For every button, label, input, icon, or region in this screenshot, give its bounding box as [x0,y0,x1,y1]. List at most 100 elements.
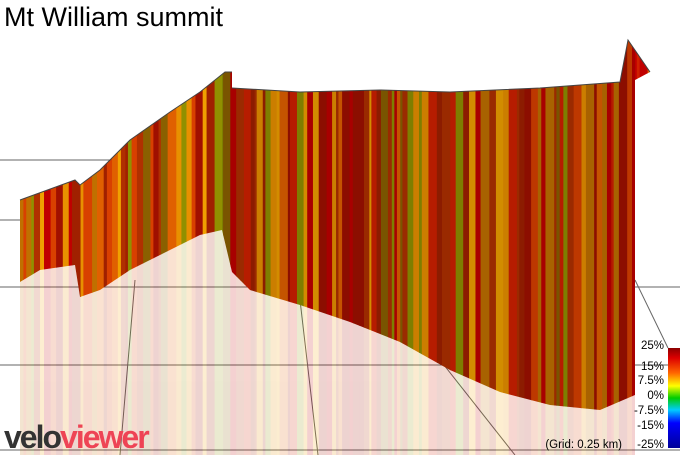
gradient-stripe [250,230,256,455]
grid-line [119,279,136,455]
gradient-stripe [143,230,151,455]
gradient-stripe [475,40,482,410]
gradient-stripe [31,230,35,455]
gradient-stripe [396,40,401,410]
gradient-stripe [455,40,464,410]
gradient-stripe [254,230,258,455]
gradient-stripe [391,40,395,410]
gradient-stripe [153,230,160,455]
gradient-stripe [26,230,32,455]
gradient-stripe [480,40,490,410]
gradient-stripe [581,40,587,410]
gradient-stripe [20,40,24,410]
gradient-stripe [489,40,497,410]
gradient-stripe [326,230,333,455]
gradient-stripe [230,230,237,455]
gradient-stripe [83,40,93,410]
gradient-stripe [92,40,98,410]
scale-tick: 15% [640,361,664,373]
gradient-stripe [310,230,314,455]
gradient-stripe [418,40,423,410]
gradient-stripe [240,40,245,410]
gradient-stripe [359,40,365,410]
gradient-stripe [296,230,305,455]
gradient-stripe [33,230,41,455]
gradient-stripe [158,40,162,410]
gradient-stripe [279,40,289,410]
scale-tick: -7.5% [633,405,664,417]
gradient-stripe [463,40,470,410]
gradient-stripe [56,40,64,410]
gradient-stripe [20,230,24,455]
gradient-color-scale [668,348,680,448]
gradient-stripe [103,230,108,455]
gradient-stripe [394,230,398,455]
gradient-stripe [62,230,70,455]
gradient-stripe [276,230,281,455]
grid-line [439,359,516,455]
gradient-stripe [265,230,272,455]
gradient-stripe [508,40,518,410]
gradient-stripe [214,40,224,410]
gradient-stripe [567,40,575,410]
gradient-stripe [338,230,343,455]
gradient-stripe [112,230,119,455]
gradient-stripe [519,40,526,410]
gradient-stripe [195,230,204,455]
gradient-stripe [223,40,231,410]
gradient-stripe [120,40,126,410]
gradient-stripe [103,40,108,410]
gradient-stripe [290,230,298,455]
gradient-stripe [349,230,354,455]
gradient-stripe [176,230,182,455]
gradient-stripe [62,40,70,410]
gradient-stripe [131,230,138,455]
gradient-stripe [503,40,510,410]
gradient-stripe [349,40,354,410]
gradient-stripe [167,40,177,410]
gradient-stripe [495,40,504,410]
gradient-stripe [202,230,208,455]
gradient-stripe [92,230,98,455]
gradient-stripe [585,40,595,410]
gradient-stripe [265,40,272,410]
gradient-stripe [127,40,133,410]
gradient-stripe [256,40,264,410]
gradient-stripe [450,40,457,410]
gradient-stripe [150,40,154,410]
gradient-stripe [117,40,122,410]
gradient-stripe [287,230,291,455]
gradient-stripe [68,230,73,455]
gradient-stripe [394,40,398,410]
scale-tick: -15% [637,420,664,432]
gradient-stripe [563,40,568,410]
gradient-stripe [33,40,41,410]
gradient-stripe [106,230,113,455]
gradient-stripe [369,40,372,410]
gradient-stripe [391,230,395,455]
gradient-stripe [387,40,393,410]
gradient-stripe [214,230,224,455]
gradient-stripe [262,40,266,410]
gradient-stripe [44,40,52,410]
gradient-stripe [71,40,82,410]
gradient-stripe [336,230,339,455]
gradient-stripe [181,40,187,410]
gradient-stripe [402,40,409,410]
gradient-stripe [303,230,308,455]
gradient-stripe [516,40,520,410]
grid-line [299,299,319,455]
gradient-stripe [40,230,45,455]
gradient-stripe [611,40,615,410]
gradient-stripe [31,40,35,410]
gradient-stripe [296,40,305,410]
gradient-stripe [256,230,264,455]
gradient-stripe [125,230,129,455]
gradient-stripe [44,230,52,455]
gradient-stripe [342,40,351,410]
gradient-stripe [363,40,370,410]
gradient-stripe [23,40,27,410]
gradient-stripe [303,40,308,410]
gradient-stripe [206,230,216,455]
